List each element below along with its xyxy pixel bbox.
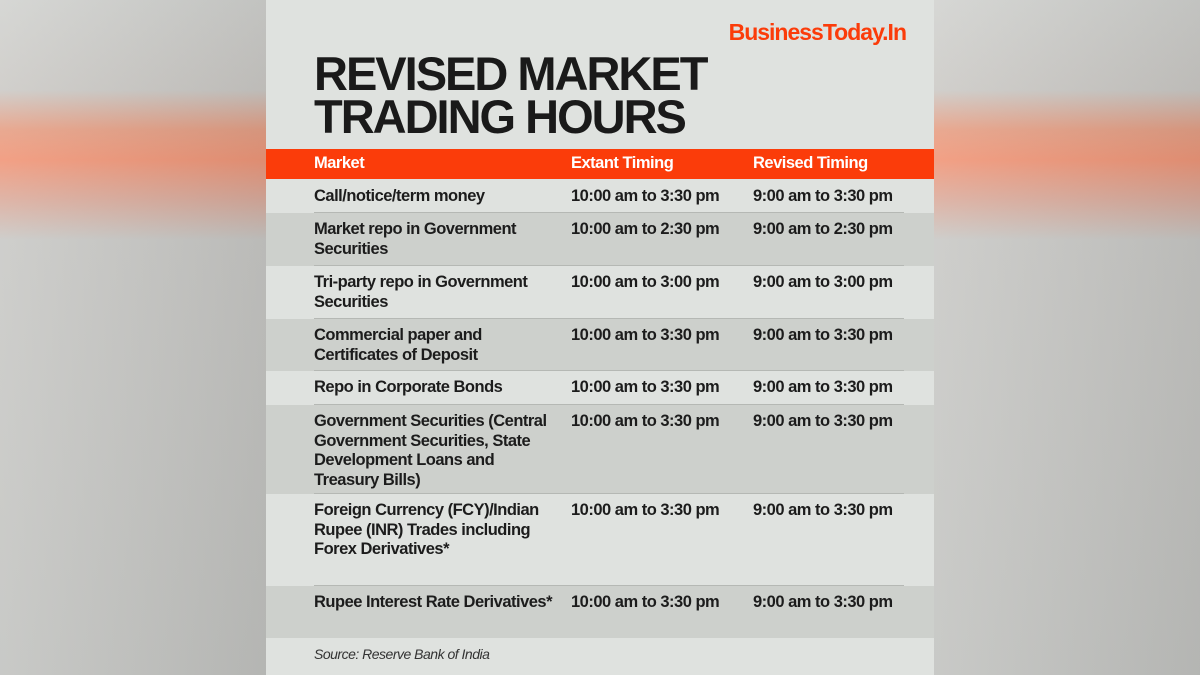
cell-extant: 10:00 am to 3:30 pm	[571, 412, 720, 430]
table-header: Market Extant Timing Revised Timing	[266, 149, 934, 179]
infographic-panel: BusinessToday.In REVISED MARKET TRADING …	[266, 0, 934, 675]
cell-market: Repo in Corporate Bonds	[314, 378, 503, 396]
cell-extant: 10:00 am to 3:30 pm	[571, 378, 720, 396]
table-row: Call/notice/term money 10:00 am to 3:30 p…	[266, 180, 934, 213]
table-row: Repo in Corporate Bonds 10:00 am to 3:30 …	[266, 371, 934, 405]
cell-market: Foreign Currency (FCY)/Indian Rupee (INR…	[314, 501, 539, 558]
cell-market: Rupee Interest Rate Derivatives*	[314, 593, 553, 611]
table-row: Rupee Interest Rate Derivatives* 10:00 am…	[266, 586, 934, 638]
page-title: REVISED MARKET TRADING HOURS	[314, 47, 708, 143]
table-row: Commercial paper and Certificates of Dep…	[266, 319, 934, 371]
cell-extant: 10:00 am to 3:30 pm	[571, 187, 720, 205]
cell-revised: 9:00 am to 3:30 pm	[753, 378, 893, 396]
cell-extant: 10:00 am to 3:30 pm	[571, 501, 720, 519]
cell-revised: 9:00 am to 3:30 pm	[753, 412, 893, 430]
cell-extant: 10:00 am to 3:30 pm	[571, 593, 720, 611]
cell-revised: 9:00 am to 3:30 pm	[753, 501, 893, 519]
header-revised: Revised Timing	[753, 154, 868, 172]
table-row: Tri-party repo in Government Securities 1…	[266, 266, 934, 319]
cell-market: Tri-party repo in Government Securities	[314, 273, 528, 311]
brand-logo: BusinessToday.In	[728, 19, 907, 45]
cell-revised: 9:00 am to 3:30 pm	[753, 326, 893, 344]
cell-market: Call/notice/term money	[314, 187, 485, 205]
table-row: Government Securities (Central Governmen…	[266, 405, 934, 494]
header-market: Market	[314, 154, 365, 172]
title-line-1: REVISED MARKET	[314, 47, 708, 100]
cell-revised: 9:00 am to 3:30 pm	[753, 593, 893, 611]
background-right	[934, 0, 1200, 675]
table-row: Foreign Currency (FCY)/Indian Rupee (INR…	[266, 494, 934, 586]
background-left	[0, 0, 266, 675]
header-extant: Extant Timing	[571, 154, 674, 172]
cell-extant: 10:00 am to 2:30 pm	[571, 220, 720, 238]
table-row: Market repo in Government Securities 10:0…	[266, 213, 934, 266]
cell-revised: 9:00 am to 3:30 pm	[753, 187, 893, 205]
cell-extant: 10:00 am to 3:30 pm	[571, 326, 720, 344]
source-note: Source: Reserve Bank of India	[314, 646, 490, 662]
title-line-2: TRADING HOURS	[314, 90, 687, 143]
cell-revised: 9:00 am to 3:00 pm	[753, 273, 893, 291]
cell-market: Government Securities (Central Governmen…	[314, 412, 547, 489]
cell-market: Market repo in Government Securities	[314, 220, 517, 258]
cell-extant: 10:00 am to 3:00 pm	[571, 273, 720, 291]
cell-revised: 9:00 am to 2:30 pm	[753, 220, 893, 238]
cell-market: Commercial paper and Certificates of Dep…	[314, 326, 482, 364]
